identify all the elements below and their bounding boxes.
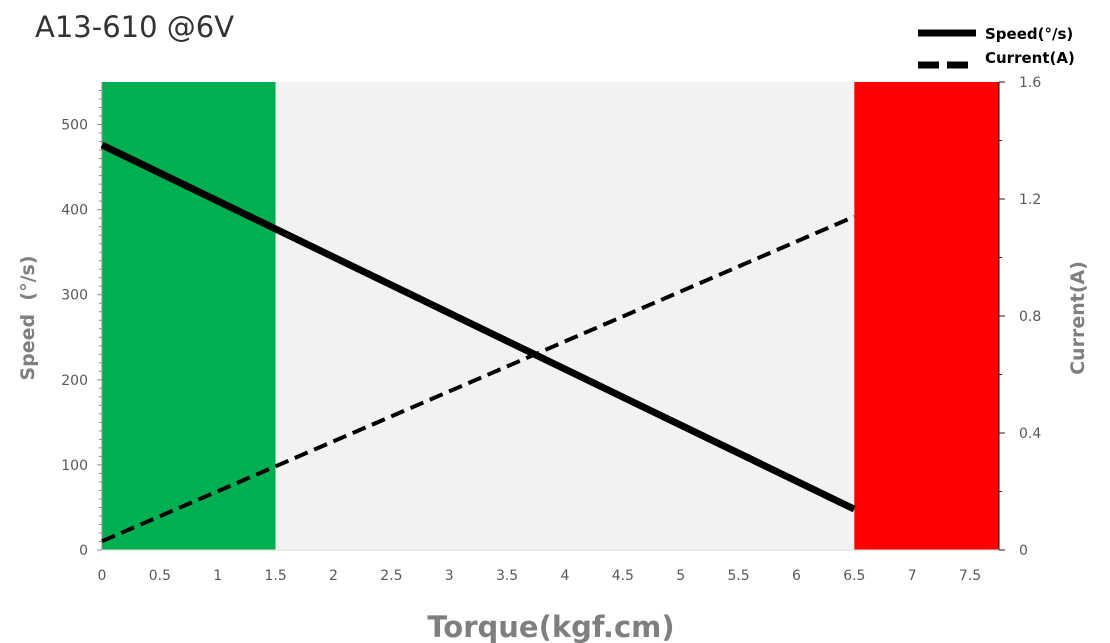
x-tick-label: 1 <box>213 568 222 584</box>
torque-regions <box>102 82 999 550</box>
x-tick-label: 0.5 <box>149 568 171 584</box>
right-tick-label: 0 <box>1019 543 1028 559</box>
x-tick-label: 5.5 <box>727 568 749 584</box>
x-tick-label: 3 <box>445 568 454 584</box>
x-axis-title: Torque(kgf.cm) <box>427 610 674 643</box>
green-zone <box>102 82 276 550</box>
left-tick-label: 100 <box>61 458 88 474</box>
legend-label-current: Current(A) <box>985 49 1075 67</box>
left-tick-label: 200 <box>61 373 88 389</box>
x-tick-label: 0 <box>98 568 107 584</box>
x-tick-label: 7 <box>908 568 917 584</box>
x-tick-label: 2 <box>329 568 338 584</box>
left-axis-title: Speed (°/s) <box>17 255 39 380</box>
x-tick-label: 6 <box>792 568 801 584</box>
right-tick-label: 1.6 <box>1019 75 1041 91</box>
x-tick-label: 2.5 <box>380 568 402 584</box>
x-tick-label: 4.5 <box>612 568 634 584</box>
right-tick-label: 0.8 <box>1019 309 1041 325</box>
right-tick-label: 0.4 <box>1019 426 1041 442</box>
chart-title: A13-610 @6V <box>35 10 234 44</box>
left-tick-label: 0 <box>79 543 88 559</box>
x-tick-label: 3.5 <box>496 568 518 584</box>
legend: Speed(°/s) Current(A) <box>918 25 1075 69</box>
right-tick-label: 1.2 <box>1019 192 1041 208</box>
right-axis-title: Current(A) <box>1067 261 1089 375</box>
red-zone <box>854 82 999 550</box>
left-tick-label: 500 <box>61 118 88 134</box>
legend-label-speed: Speed(°/s) <box>985 25 1073 43</box>
x-tick-label: 7.5 <box>959 568 981 584</box>
x-tick-label: 1.5 <box>264 568 286 584</box>
x-tick-label: 4 <box>561 568 570 584</box>
left-tick-label: 400 <box>61 203 88 219</box>
speed-line <box>100 141 856 513</box>
x-tick-label: 6.5 <box>843 568 865 584</box>
neutral-zone <box>275 82 855 550</box>
x-tick-label: 5 <box>676 568 685 584</box>
tick-labels: 0 100 200 300 400 500 0 0.4 0.8 1.2 1.6 0 0.5 1 1.5 2 2.… <box>61 75 1041 584</box>
series-lines <box>100 141 856 544</box>
axes <box>97 81 1005 551</box>
left-tick-label: 300 <box>61 288 88 304</box>
current-line <box>101 214 856 544</box>
